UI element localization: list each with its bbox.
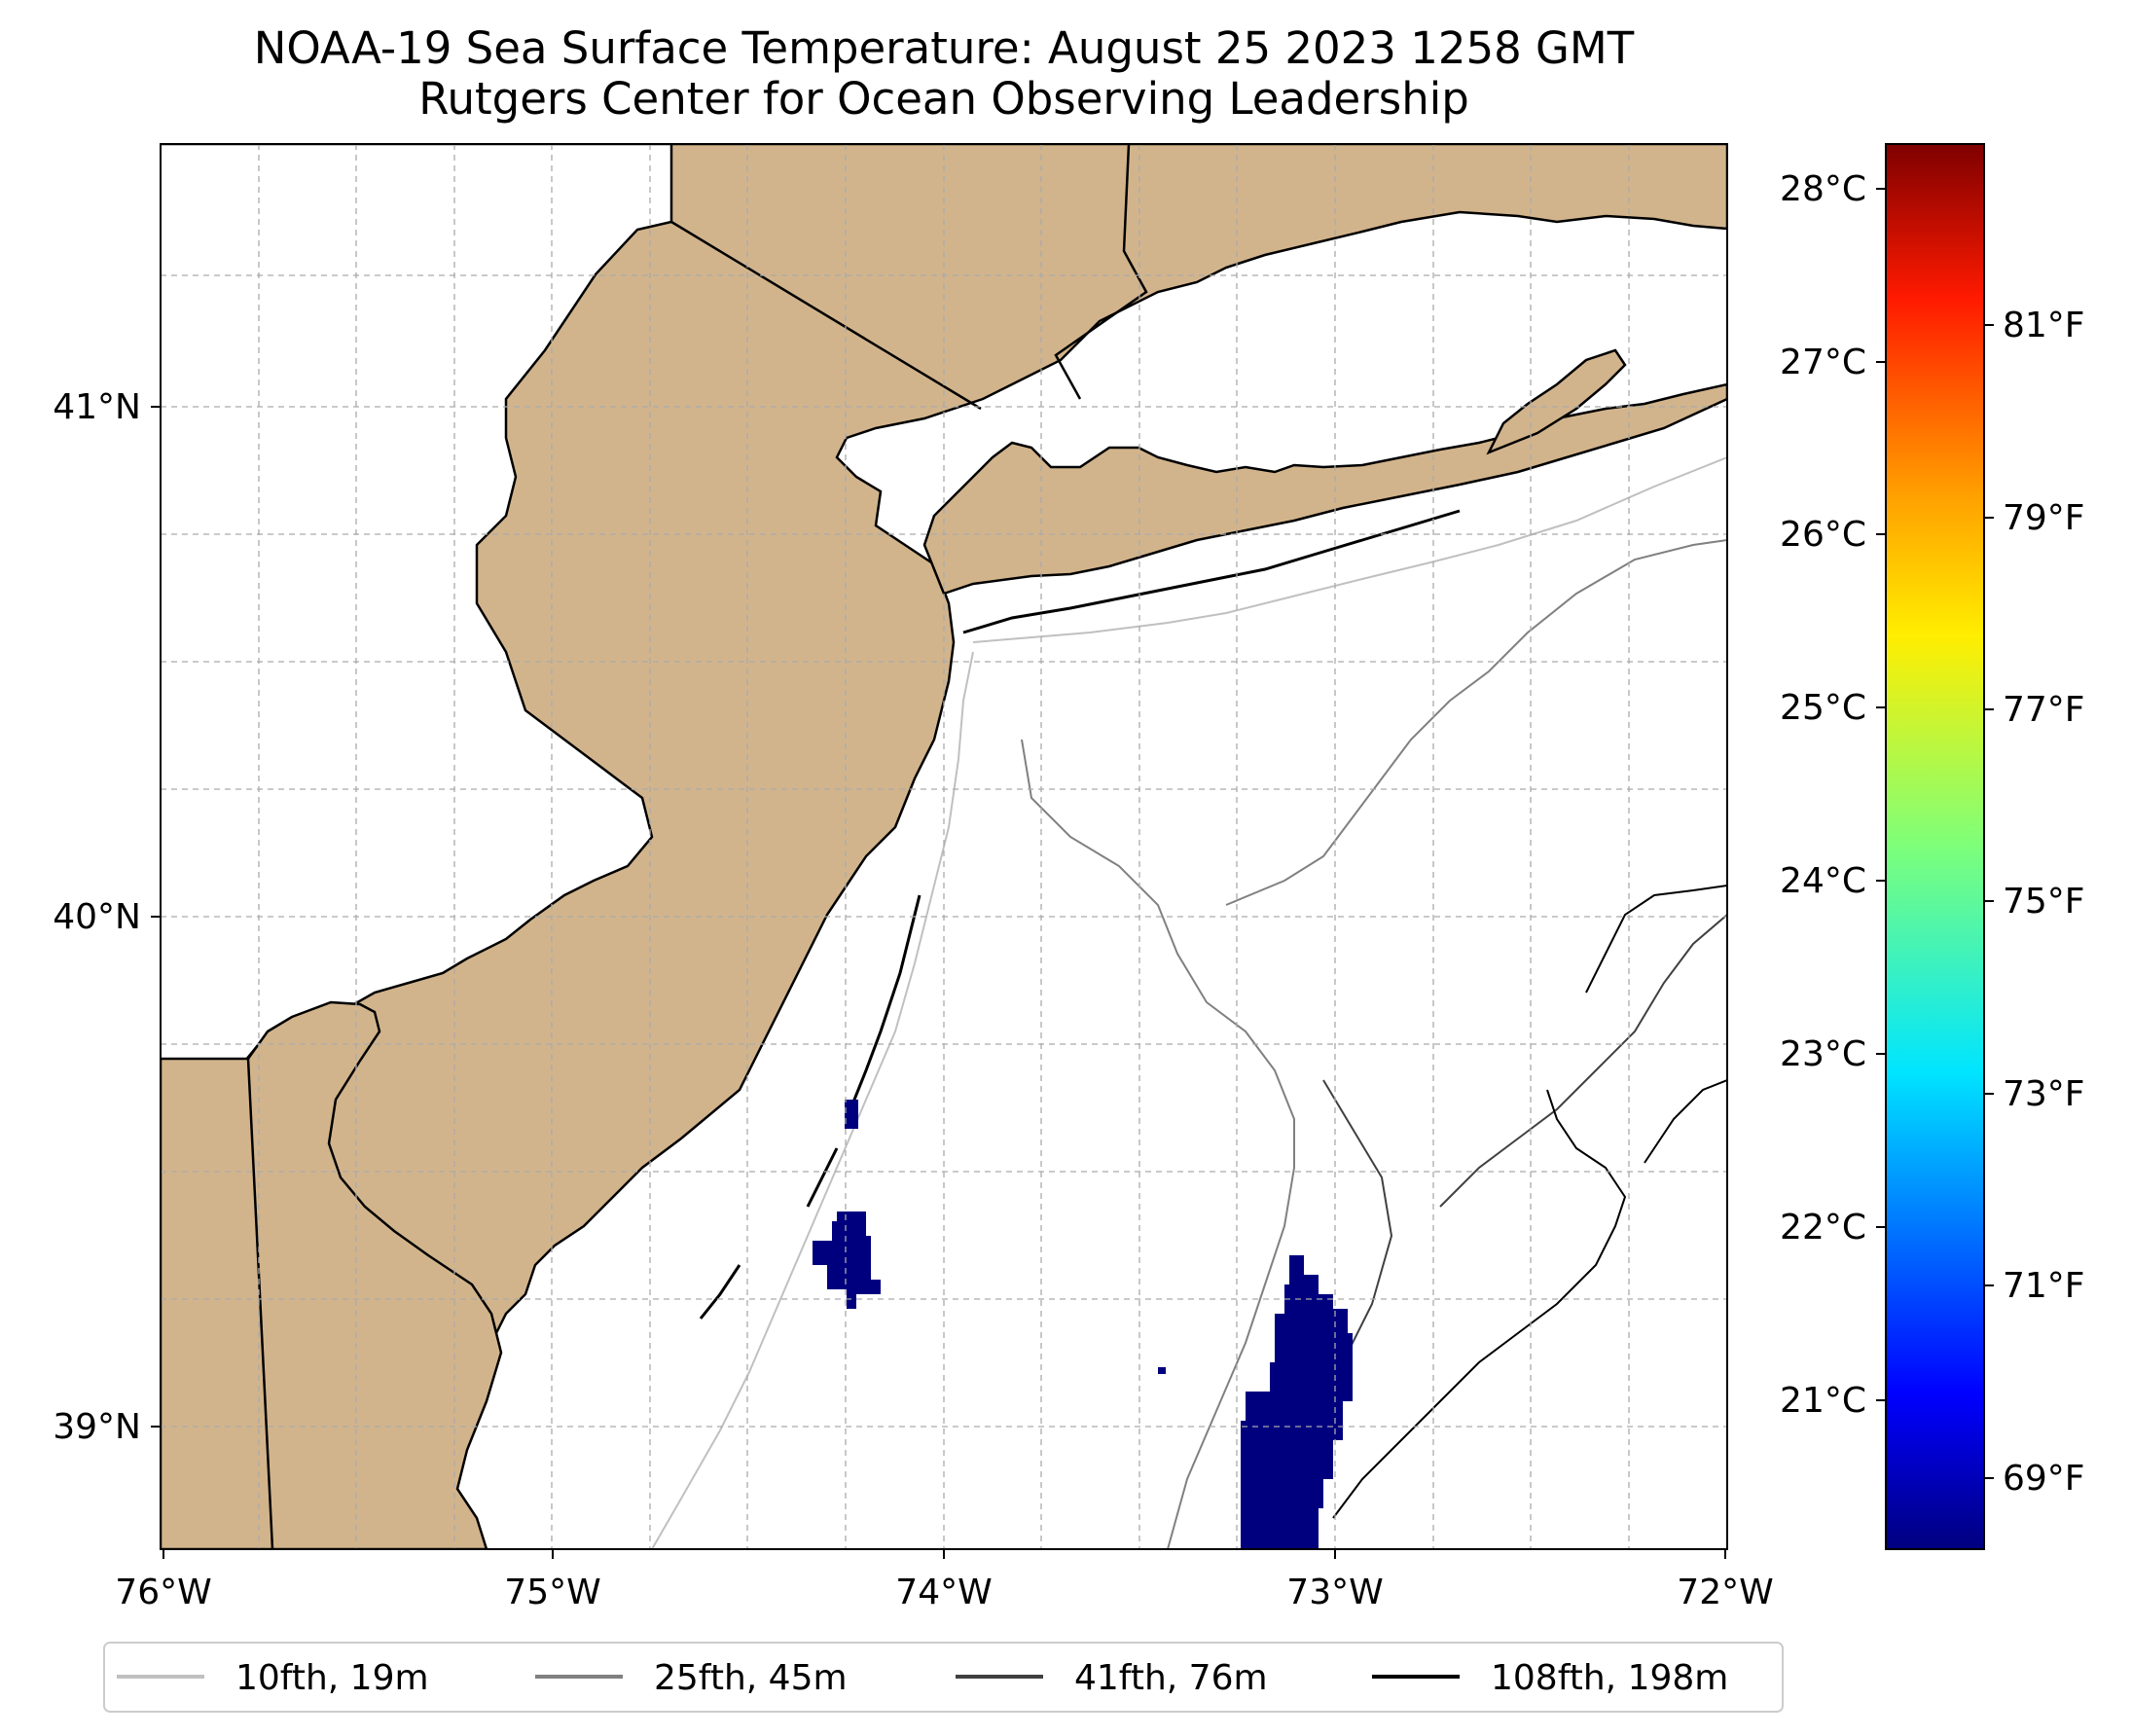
state-border-ny-nj — [670, 220, 982, 411]
legend-label: 41fth, 76m — [1074, 1658, 1268, 1698]
legend: 10fth, 19m 25fth, 45m 41fth, 76m 108fth,… — [103, 1642, 1784, 1713]
x-tick-label: 74°W — [895, 1573, 992, 1612]
legend-box — [103, 1642, 1784, 1713]
colorbar — [1885, 143, 1985, 1550]
sst-cold-patch-3 — [845, 1100, 858, 1129]
sst-cold-patch-4 — [1158, 1367, 1166, 1374]
colorbar-ticks — [1876, 188, 1994, 1479]
gridlines — [161, 144, 1727, 1549]
axis-ticks — [151, 406, 1726, 1559]
x-tick-label: 72°W — [1677, 1573, 1773, 1612]
map-panel — [161, 144, 1727, 1549]
x-tick-label: 76°W — [115, 1573, 211, 1612]
celsius-tick-label: 22°C — [1780, 1208, 1866, 1248]
sst-cold-patch-2 — [813, 1212, 881, 1309]
celsius-tick-label: 26°C — [1780, 515, 1866, 555]
celsius-tick-label: 21°C — [1780, 1381, 1866, 1421]
y-tick-label: 39°N — [53, 1407, 141, 1447]
fahrenheit-tick-label: 69°F — [2003, 1459, 2085, 1499]
legend-label: 25fth, 45m — [654, 1658, 848, 1698]
fahrenheit-tick-label: 71°F — [2003, 1266, 2085, 1306]
land-delaware — [161, 1000, 503, 1549]
fahrenheit-tick-label: 77°F — [2003, 690, 2085, 730]
legend-label: 10fth, 19m — [235, 1658, 429, 1698]
land-long-island-forks — [1486, 348, 1627, 455]
chart-title-line2: Rutgers Center for Ocean Observing Leade… — [418, 73, 1469, 125]
sst-cold-patch-1 — [1241, 1255, 1353, 1549]
celsius-tick-label: 24°C — [1780, 861, 1866, 901]
barrier-islands-nj — [699, 894, 921, 1320]
fahrenheit-tick-label: 73°F — [2003, 1074, 2085, 1114]
contour-108fth — [1332, 885, 1727, 1519]
celsius-tick-label: 27°C — [1780, 343, 1866, 382]
x-tick-label: 75°W — [504, 1573, 600, 1612]
contour-25fth — [1021, 539, 1727, 1549]
land-delaware-bay-shore — [246, 1058, 274, 1549]
barrier-islands-li — [962, 509, 1461, 634]
celsius-tick-label: 28°C — [1780, 169, 1866, 209]
state-border-ny-ct — [1054, 144, 1148, 400]
x-tick-label: 73°W — [1286, 1573, 1383, 1612]
chart-title-line1: NOAA-19 Sea Surface Temperature: August … — [253, 22, 1635, 74]
celsius-tick-label: 23°C — [1780, 1034, 1866, 1074]
y-tick-label: 40°N — [53, 897, 141, 937]
legend-label: 108fth, 198m — [1491, 1658, 1728, 1698]
y-tick-label: 41°N — [53, 387, 141, 427]
fahrenheit-tick-label: 75°F — [2003, 882, 2085, 922]
contour-10fth — [651, 456, 1727, 1549]
fahrenheit-tick-label: 81°F — [2003, 306, 2085, 345]
celsius-tick-label: 25°C — [1780, 688, 1866, 728]
fahrenheit-tick-label: 79°F — [2003, 498, 2085, 538]
